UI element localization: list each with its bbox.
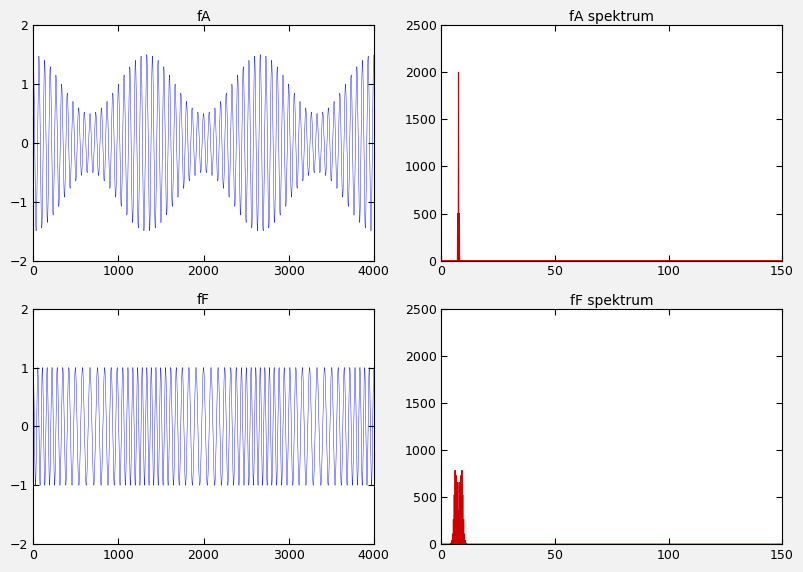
Title: fF spektrum: fF spektrum (569, 293, 653, 308)
Title: fA spektrum: fA spektrum (569, 10, 654, 24)
Title: fA: fA (196, 10, 210, 24)
Title: fF: fF (197, 293, 210, 308)
